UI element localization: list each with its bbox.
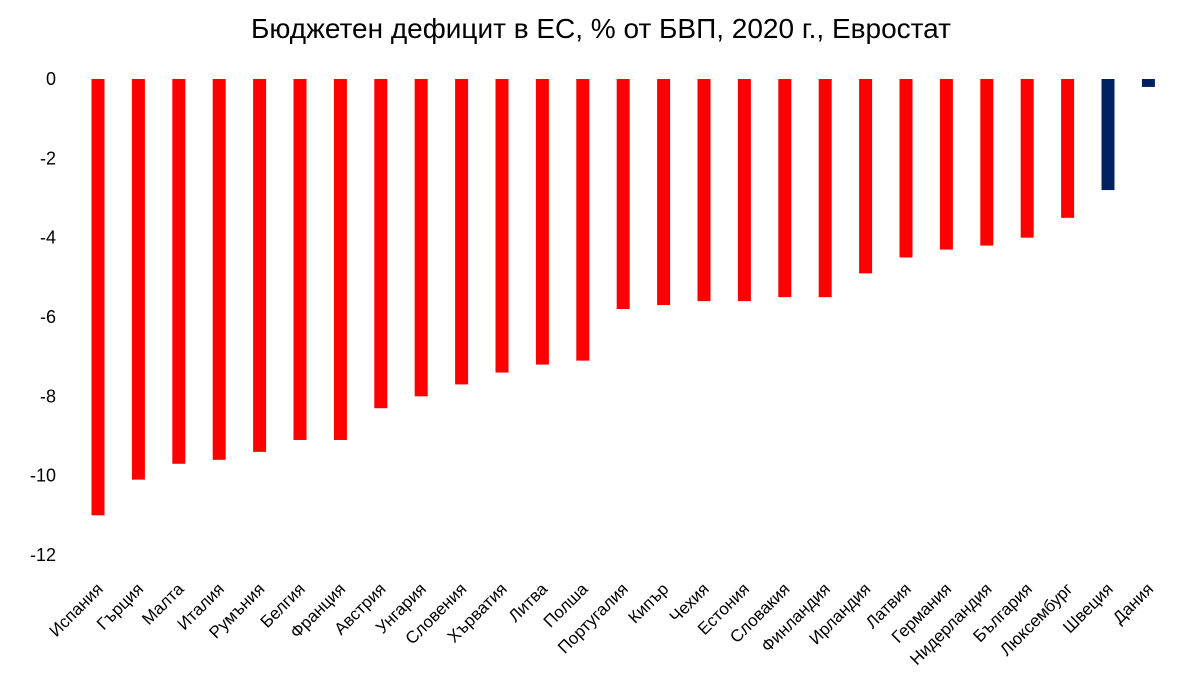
y-tick-label: -2	[40, 148, 56, 168]
bar	[333, 79, 347, 440]
bar	[657, 79, 671, 306]
x-tick-label: Дания	[1109, 579, 1157, 627]
bar	[212, 79, 226, 460]
y-tick-label: -12	[30, 545, 56, 565]
bar	[737, 79, 751, 302]
bar	[374, 79, 388, 409]
bar	[253, 79, 267, 452]
x-axis: ИспанияГърцияМалтаИталияРумънияБелгияФра…	[46, 579, 1158, 669]
y-tick-label: -10	[30, 466, 56, 486]
bar	[495, 79, 509, 373]
bar	[616, 79, 630, 310]
bar	[899, 79, 913, 258]
x-tick-label: Кипър	[625, 579, 673, 627]
x-tick-label: Испания	[46, 579, 107, 640]
bar	[778, 79, 792, 298]
bar	[1101, 79, 1115, 191]
bar	[1061, 79, 1075, 218]
y-tick-label: -8	[40, 386, 56, 406]
bar	[91, 79, 105, 516]
bar	[859, 79, 873, 274]
y-tick-label: -6	[40, 307, 56, 327]
bars	[91, 79, 1155, 516]
chart-title: Бюджетен дефицит в ЕС, % от БВП, 2020 г.…	[251, 13, 951, 44]
bar	[939, 79, 953, 250]
y-axis: 0 -2 -4 -6 -8 -10 -12	[30, 69, 56, 565]
bar	[131, 79, 145, 480]
bar	[1020, 79, 1034, 238]
bar	[535, 79, 549, 365]
bar	[818, 79, 832, 298]
bar	[455, 79, 469, 385]
bar	[1141, 79, 1155, 87]
y-tick-label: -4	[40, 228, 56, 248]
y-tick-label: 0	[46, 69, 56, 89]
bar	[576, 79, 590, 361]
bar	[293, 79, 307, 440]
bar	[172, 79, 186, 464]
bar	[697, 79, 711, 302]
bar	[414, 79, 428, 397]
bar	[980, 79, 994, 246]
